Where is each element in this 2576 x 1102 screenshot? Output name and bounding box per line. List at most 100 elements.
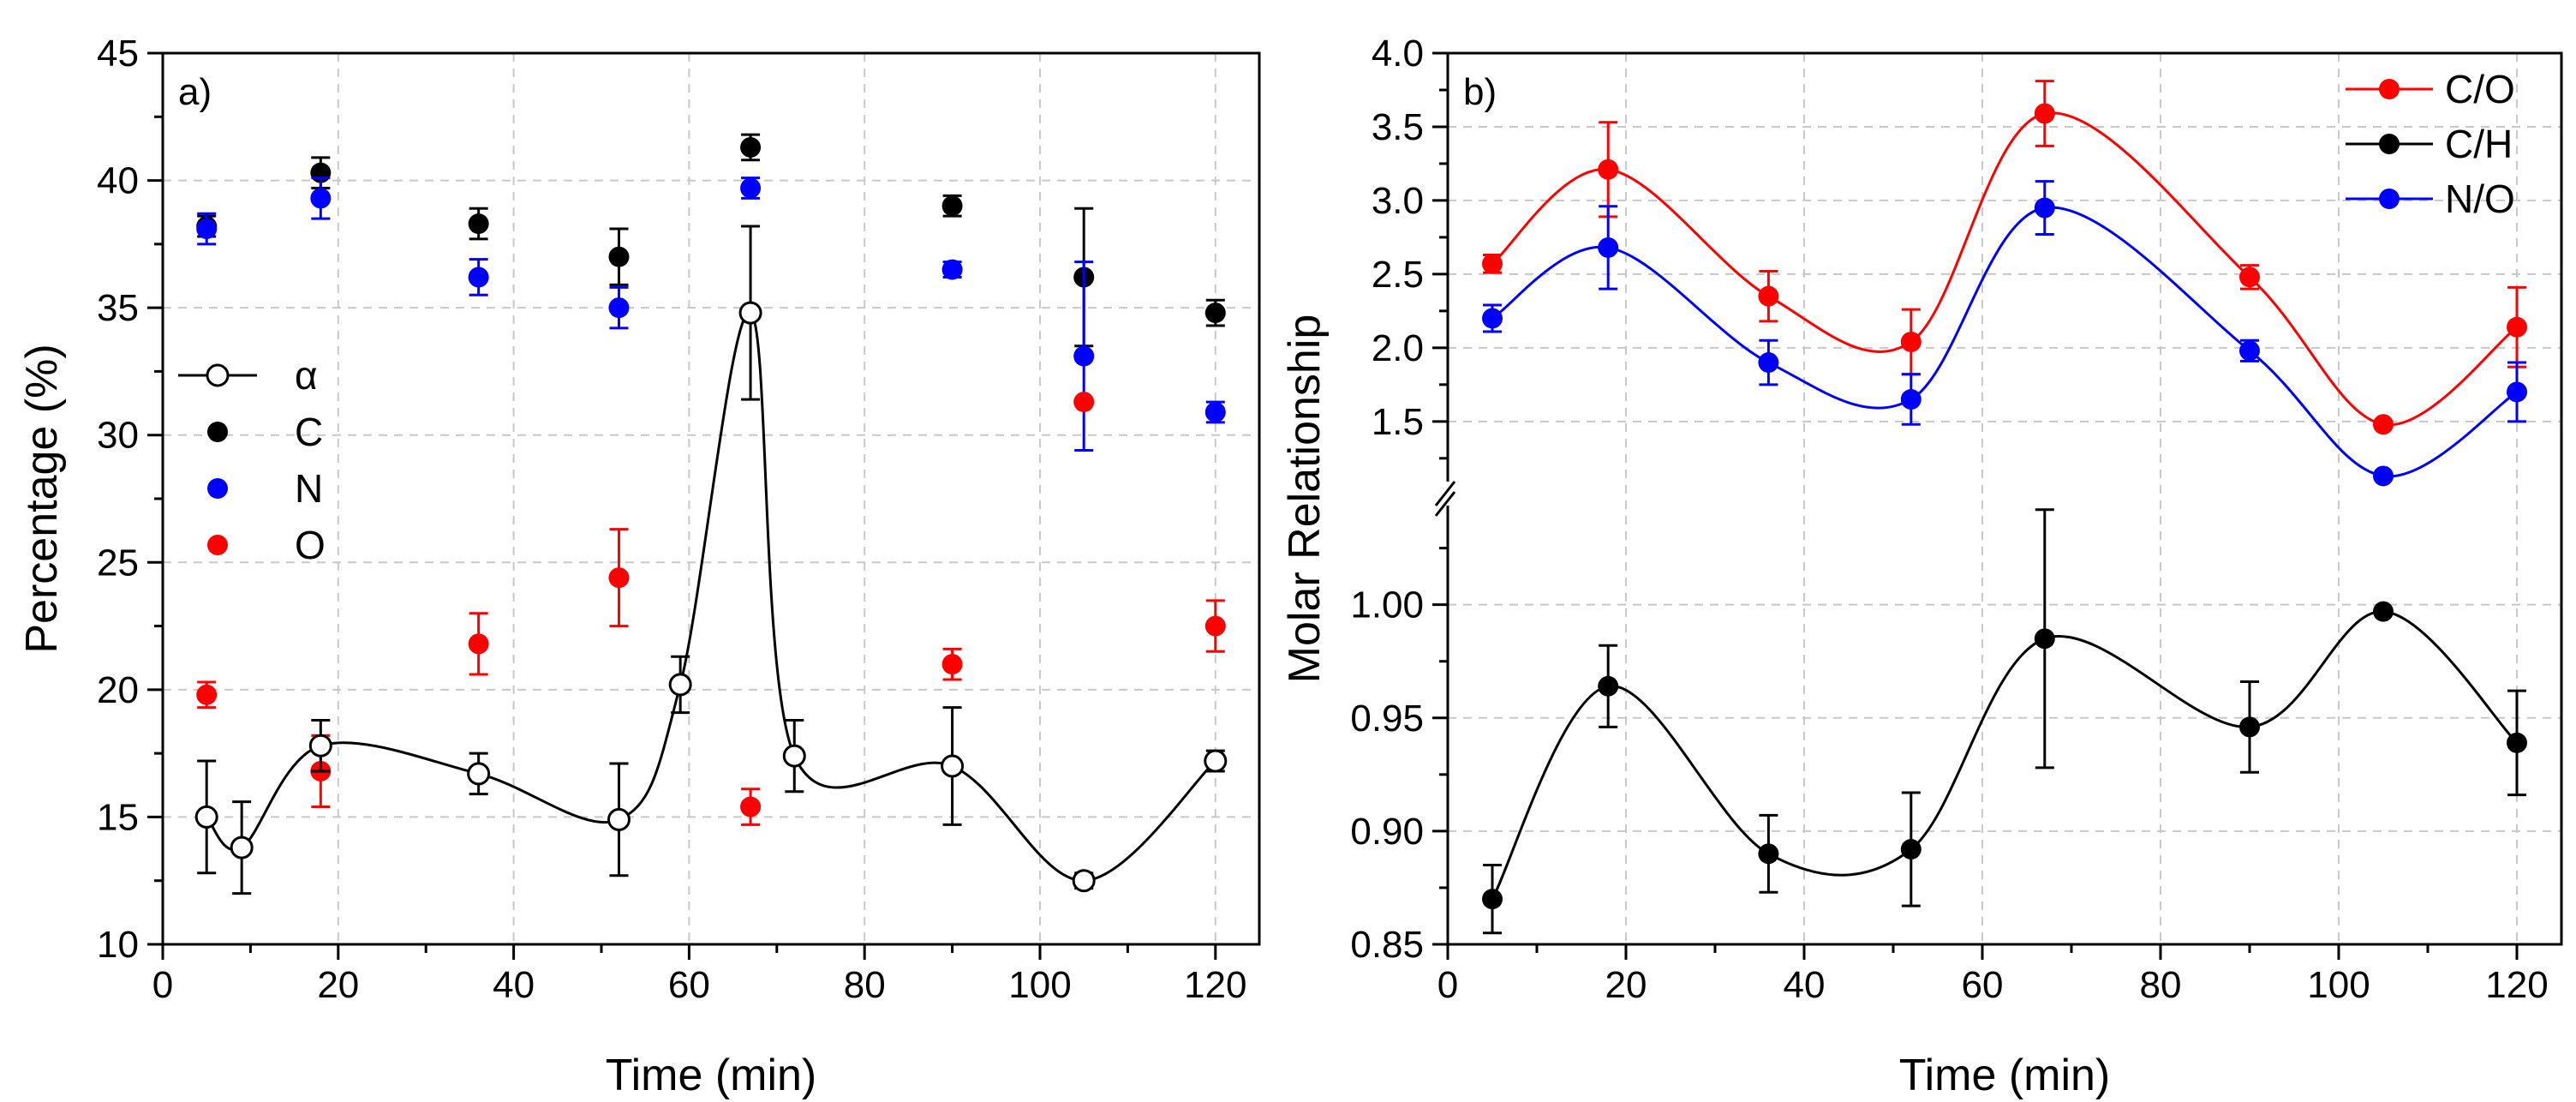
panel-b-series-C/H — [1482, 508, 2527, 935]
panel-b-legend: C/O C/H N/O — [2346, 67, 2515, 221]
panel-b-legend-label: N/O — [2445, 177, 2515, 221]
panel-a-legend-marker — [207, 422, 228, 442]
panel-a-legend-marker — [207, 478, 228, 499]
panel-a-point — [196, 219, 218, 240]
panel-a-x-tick-label: 40 — [493, 964, 535, 1006]
panel-b-point — [2507, 381, 2527, 403]
panel-a-series-α — [194, 225, 1228, 895]
panel-a-point — [1204, 615, 1226, 637]
panel-a-legend-label: α — [295, 353, 318, 398]
panel-a-y-tick-label: 20 — [97, 669, 139, 711]
panel-b-y-tick-label: 0.85 — [1350, 924, 1424, 966]
panel-a-point — [941, 195, 963, 217]
panel-a-x-tick-label: 100 — [1008, 964, 1071, 1006]
panel-b-ticks: 0 20 40 60 80 100 120 1.5 2.0 2.5 3.0 3.5 4.0 0.85 0.9… — [1350, 33, 2548, 1006]
panel-a-y-tick-label: 30 — [97, 415, 139, 457]
panel-a-point — [607, 807, 631, 831]
panel-b-y-tick-label: 1.00 — [1350, 584, 1424, 626]
panel-b-y-tick-label: 4.0 — [1372, 33, 1424, 75]
panel-a-point — [1204, 302, 1226, 324]
panel-b-point — [1758, 285, 1779, 307]
panel-a-x-tick-label: 80 — [844, 964, 886, 1006]
panel-b-point — [1900, 389, 1922, 410]
panel-b-x-axis-label: Time (min) — [1899, 1051, 2111, 1100]
panel-b-legend-label: C/O — [2445, 67, 2515, 111]
panel-a-point — [308, 734, 332, 758]
panel-b-x-tick-label: 60 — [1962, 964, 2004, 1006]
panel-a-point — [1072, 869, 1096, 893]
panel-a-x-tick-label: 60 — [668, 964, 710, 1006]
panel-b-x-tick-label: 0 — [1437, 964, 1458, 1006]
panel-a-point — [196, 684, 218, 705]
panel-b-legend-marker — [2379, 134, 2400, 154]
panel-a-point — [1073, 345, 1095, 367]
panel-b-y-tick-label: 1.5 — [1372, 401, 1424, 443]
panel-b-y-tick-label: 3.5 — [1372, 106, 1424, 148]
panel-a-x-tick-label: 120 — [1184, 964, 1246, 1006]
panel-b-point — [2373, 414, 2394, 435]
panel-a-y-tick-label: 15 — [97, 796, 139, 838]
panel-b-point — [2239, 267, 2260, 288]
panel-a-point — [941, 654, 963, 675]
panel-a-series-O — [196, 392, 1226, 826]
panel-b-series-line — [1491, 206, 2518, 478]
panel-a-point — [194, 805, 218, 829]
panel-a-y-tick-label: 35 — [97, 287, 139, 329]
panel-b-legend-marker — [2379, 79, 2400, 99]
panel-b-series-line — [1491, 610, 2519, 900]
panel-a-legend-marker — [207, 535, 228, 555]
panel-a-legend-label: N — [295, 466, 323, 511]
panel-b-point — [2507, 732, 2527, 753]
panel-b-point — [1598, 675, 1619, 697]
panel-b-y-axis-label: Molar Relationship — [1280, 314, 1330, 684]
panel-b-series-line — [1491, 111, 2518, 427]
panel-b-grid — [1448, 53, 2561, 944]
panel-a-point — [740, 136, 762, 158]
panel-b-point — [1482, 308, 1503, 329]
panel-b-label: b) — [1463, 71, 1497, 113]
panel-a-chart: 0 20 40 60 80 100 120 10 15 20 25 30 35 40 45 a) Time … — [17, 33, 1261, 1100]
panel-b-x-tick-label: 40 — [1784, 964, 1826, 1006]
panel-a-point — [740, 796, 762, 818]
panel-a-label: a) — [178, 71, 212, 113]
panel-a-marks — [194, 133, 1228, 895]
panel-a-x-axis-label: Time (min) — [606, 1051, 817, 1100]
panel-a-grid — [163, 53, 1259, 944]
panel-b-point — [2034, 103, 2055, 124]
panel-b-axis-break-mark — [1434, 481, 1456, 506]
panel-b-y-tick-label: 2.5 — [1372, 254, 1424, 296]
panel-b-series-C/O — [1482, 80, 2527, 435]
panel-b-point — [2507, 316, 2527, 338]
panel-a-point — [467, 762, 491, 786]
panel-a-x-tick-label: 20 — [317, 964, 359, 1006]
panel-a-series-N — [196, 177, 1226, 452]
panel-a-y-tick-label: 40 — [97, 160, 139, 202]
panel-b-point — [2239, 716, 2260, 738]
panel-a-legend-label: C — [295, 410, 323, 454]
panel-a-point — [468, 267, 489, 288]
panel-a-ticks: 0 20 40 60 80 100 120 10 15 20 25 30 35 40 45 — [97, 33, 1246, 1006]
panel-a-point — [608, 297, 630, 319]
panel-b-point — [2373, 465, 2394, 487]
panel-b-point — [1598, 237, 1619, 258]
panel-b-point — [1758, 843, 1779, 865]
panel-a-point — [738, 301, 762, 325]
panel-b-point — [2034, 628, 2055, 650]
panel-b-y-tick-label: 0.90 — [1350, 811, 1424, 853]
panel-b-x-tick-label: 20 — [1605, 964, 1647, 1006]
panel-b-x-tick-label: 120 — [2485, 964, 2548, 1006]
panel-a-point — [310, 188, 332, 209]
panel-a-point — [740, 177, 762, 199]
panel-a-point — [782, 744, 806, 768]
panel-b-point — [1900, 331, 1922, 352]
panel-a-legend-marker — [206, 363, 230, 387]
panel-b-legend-label: C/H — [2445, 122, 2513, 166]
panel-b-x-tick-label: 80 — [2140, 964, 2182, 1006]
panel-a-point — [230, 835, 254, 859]
panel-b-legend-marker — [2379, 189, 2400, 209]
panel-a-y-tick-label: 45 — [97, 33, 139, 75]
panel-b-point — [1758, 352, 1779, 374]
panel-b-point — [1900, 839, 1922, 860]
